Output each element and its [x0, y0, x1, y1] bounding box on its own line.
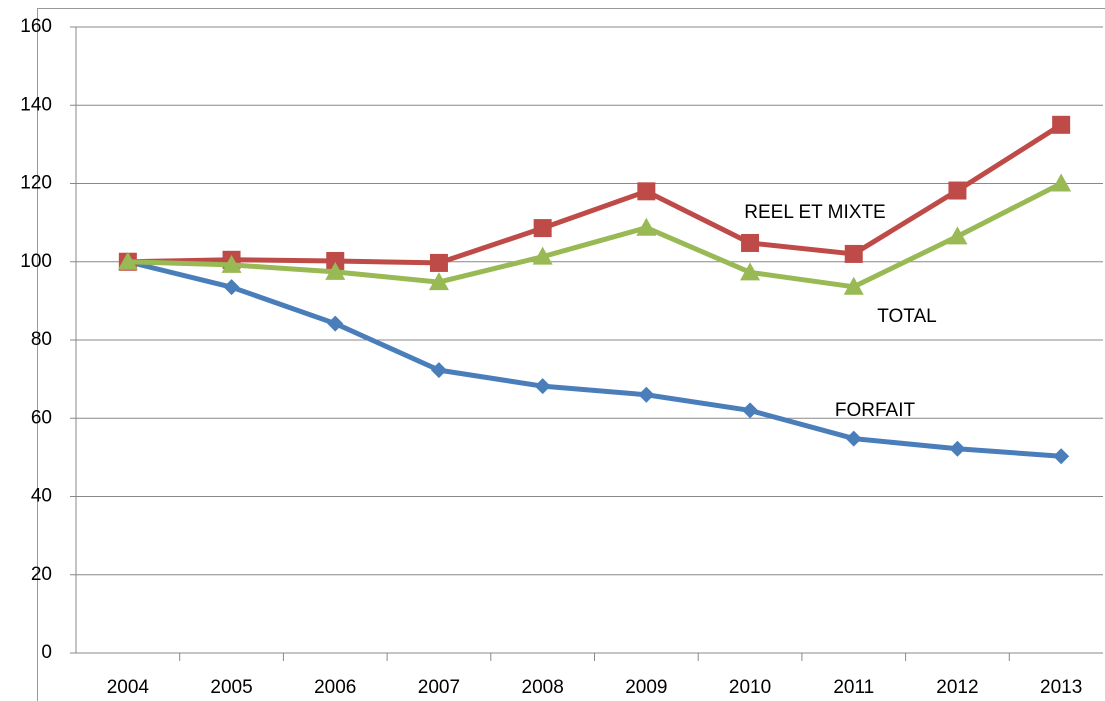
chart-frame [37, 8, 1105, 701]
y-tick-label: 140 [20, 94, 52, 115]
marker [117, 251, 138, 270]
y-tick-label: 20 [31, 564, 52, 585]
marker [949, 440, 966, 457]
y-tick-label: 80 [31, 329, 52, 350]
marker [1051, 173, 1072, 192]
marker [327, 315, 344, 332]
marker [428, 272, 449, 291]
marker [742, 402, 759, 419]
marker [532, 246, 553, 265]
y-tick-label: 60 [31, 407, 52, 428]
y-tick-label: 0 [41, 642, 52, 663]
y-tick-label: 160 [20, 16, 52, 37]
marker [533, 219, 552, 238]
marker [638, 386, 655, 403]
marker [221, 254, 242, 273]
marker [636, 217, 657, 236]
series [119, 253, 1070, 465]
series [117, 173, 1072, 295]
x-tick-label: 2004 [107, 677, 150, 698]
x-tick-label: 2007 [418, 677, 460, 698]
marker [948, 181, 967, 200]
marker [740, 262, 761, 281]
marker [223, 279, 240, 296]
marker [947, 226, 968, 245]
y-tick-label: 40 [31, 486, 52, 507]
x-tick-label: 2010 [729, 677, 771, 698]
x-tick-label: 2009 [625, 677, 667, 698]
marker [845, 430, 862, 447]
line [127, 181, 1063, 290]
x-tick-label: 2005 [210, 677, 252, 698]
x-tick-label: 2008 [522, 677, 564, 698]
x-tick-label: 2006 [314, 677, 356, 698]
marker [637, 182, 656, 201]
y-tick-label: 120 [20, 173, 52, 194]
series-label: TOTAL [877, 306, 936, 327]
marker [430, 362, 447, 379]
marker [1052, 115, 1071, 134]
line [127, 259, 1062, 459]
marker [325, 261, 346, 280]
x-tick-label: 2013 [1040, 677, 1082, 698]
y-tick-label: 100 [20, 251, 52, 272]
marker [741, 233, 760, 252]
series-label: REEL ET MIXTE [744, 202, 885, 223]
marker [843, 276, 864, 295]
marker [429, 253, 448, 272]
x-tick-label: 2012 [936, 677, 978, 698]
series-label: FORFAIT [835, 400, 916, 421]
marker [844, 244, 863, 263]
marker [326, 251, 345, 270]
marker [534, 378, 551, 395]
line [127, 122, 1063, 266]
marker [1053, 448, 1070, 465]
x-tick-label: 2011 [833, 677, 874, 698]
